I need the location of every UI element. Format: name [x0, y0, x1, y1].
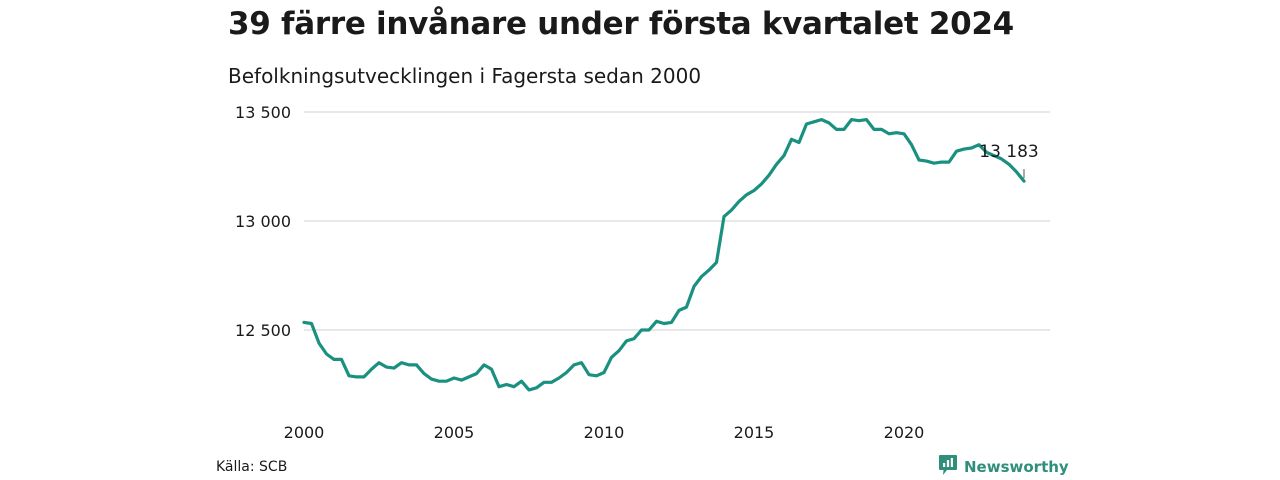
gridlines [304, 111, 1050, 331]
series-layer [302, 117, 1026, 392]
brand-logo[interactable]: Newsworthy [938, 454, 1069, 480]
annotation-label: 13 183 [979, 142, 1038, 162]
source-note: Källa: SCB [216, 459, 288, 475]
newsworthy-logo-icon [938, 454, 958, 480]
x-tick-label: 2015 [734, 423, 775, 442]
end-value-annotation: 13 183 [979, 142, 1039, 179]
x-tick-label: 2000 [284, 423, 325, 442]
y-tick-label: 13 500 [235, 103, 291, 122]
y-tick-label: 12 500 [235, 321, 291, 340]
x-axis-tick-labels: 2000 2005 2010 2015 2020 [284, 423, 925, 442]
x-tick-label: 2005 [434, 423, 475, 442]
x-tick-label: 2020 [884, 423, 925, 442]
y-tick-label: 13 000 [235, 212, 291, 231]
chart-subtitle: Befolkningsutvecklingen i Fagersta sedan… [228, 64, 702, 88]
y-axis-tick-labels: 12 500 13 000 13 500 [235, 103, 291, 340]
chart-title: 39 färre invånare under första kvartalet… [228, 6, 1014, 42]
series-line [302, 117, 1026, 392]
x-tick-label: 2010 [584, 423, 625, 442]
brand-name: Newsworthy [964, 458, 1069, 476]
